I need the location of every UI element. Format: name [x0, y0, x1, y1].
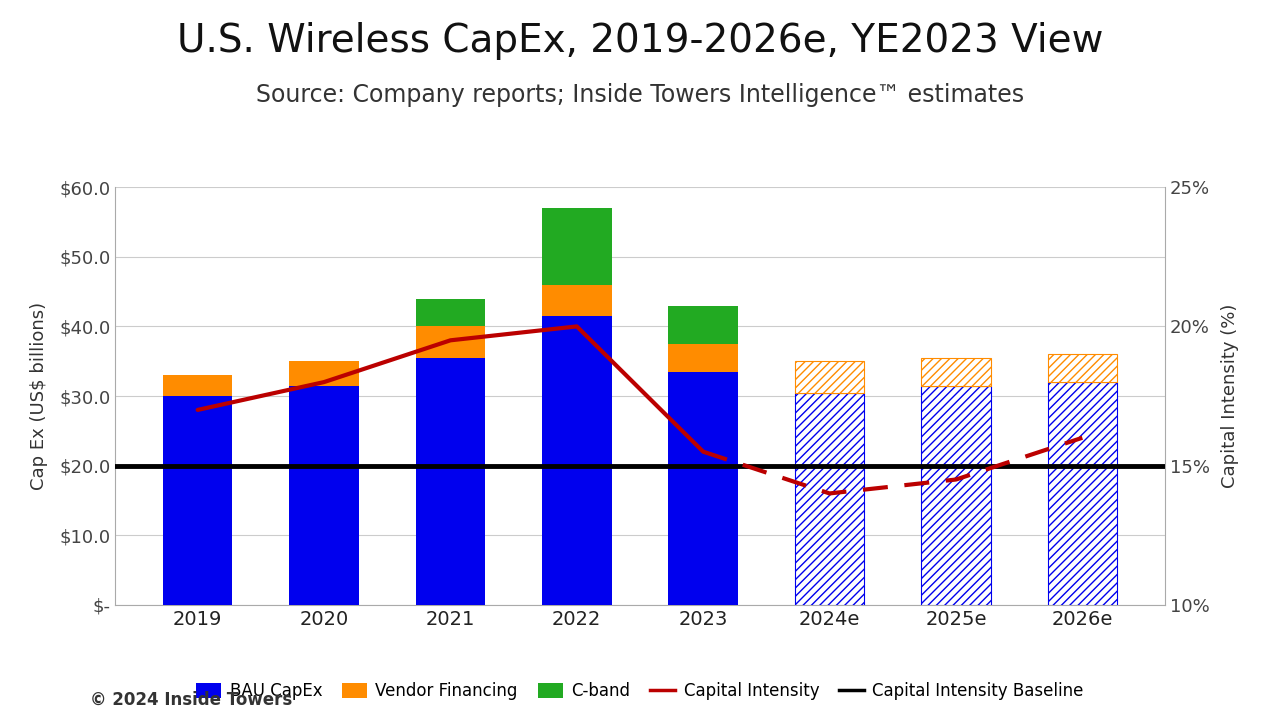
Bar — [289, 361, 358, 386]
Bar — [795, 392, 864, 605]
Bar — [541, 284, 612, 316]
Legend: BAU CapEx, Vendor Financing, C-band, Capital Intensity, Capital Intensity Baseli: BAU CapEx, Vendor Financing, C-band, Cap… — [189, 676, 1091, 707]
Bar — [416, 358, 485, 605]
Bar — [922, 386, 991, 605]
Text: U.S. Wireless CapEx, 2019-2026e, YE2023 View: U.S. Wireless CapEx, 2019-2026e, YE2023 … — [177, 22, 1103, 60]
Bar — [163, 375, 233, 396]
Bar — [163, 396, 233, 605]
Bar — [541, 316, 612, 605]
Bar — [668, 344, 739, 372]
Bar — [1047, 382, 1117, 605]
Bar — [416, 299, 485, 326]
Bar — [289, 386, 358, 605]
Text: Source: Company reports; Inside Towers Intelligence™ estimates: Source: Company reports; Inside Towers I… — [256, 83, 1024, 107]
Bar — [1047, 354, 1117, 382]
Bar — [795, 361, 864, 392]
Bar — [416, 326, 485, 358]
Text: © 2024 Inside Towers: © 2024 Inside Towers — [90, 691, 292, 709]
Y-axis label: Cap Ex (US$ billions): Cap Ex (US$ billions) — [29, 302, 47, 490]
Bar — [668, 372, 739, 605]
Y-axis label: Capital Intensity (%): Capital Intensity (%) — [1221, 304, 1239, 488]
Bar — [541, 208, 612, 284]
Bar — [922, 358, 991, 386]
Bar — [668, 305, 739, 344]
